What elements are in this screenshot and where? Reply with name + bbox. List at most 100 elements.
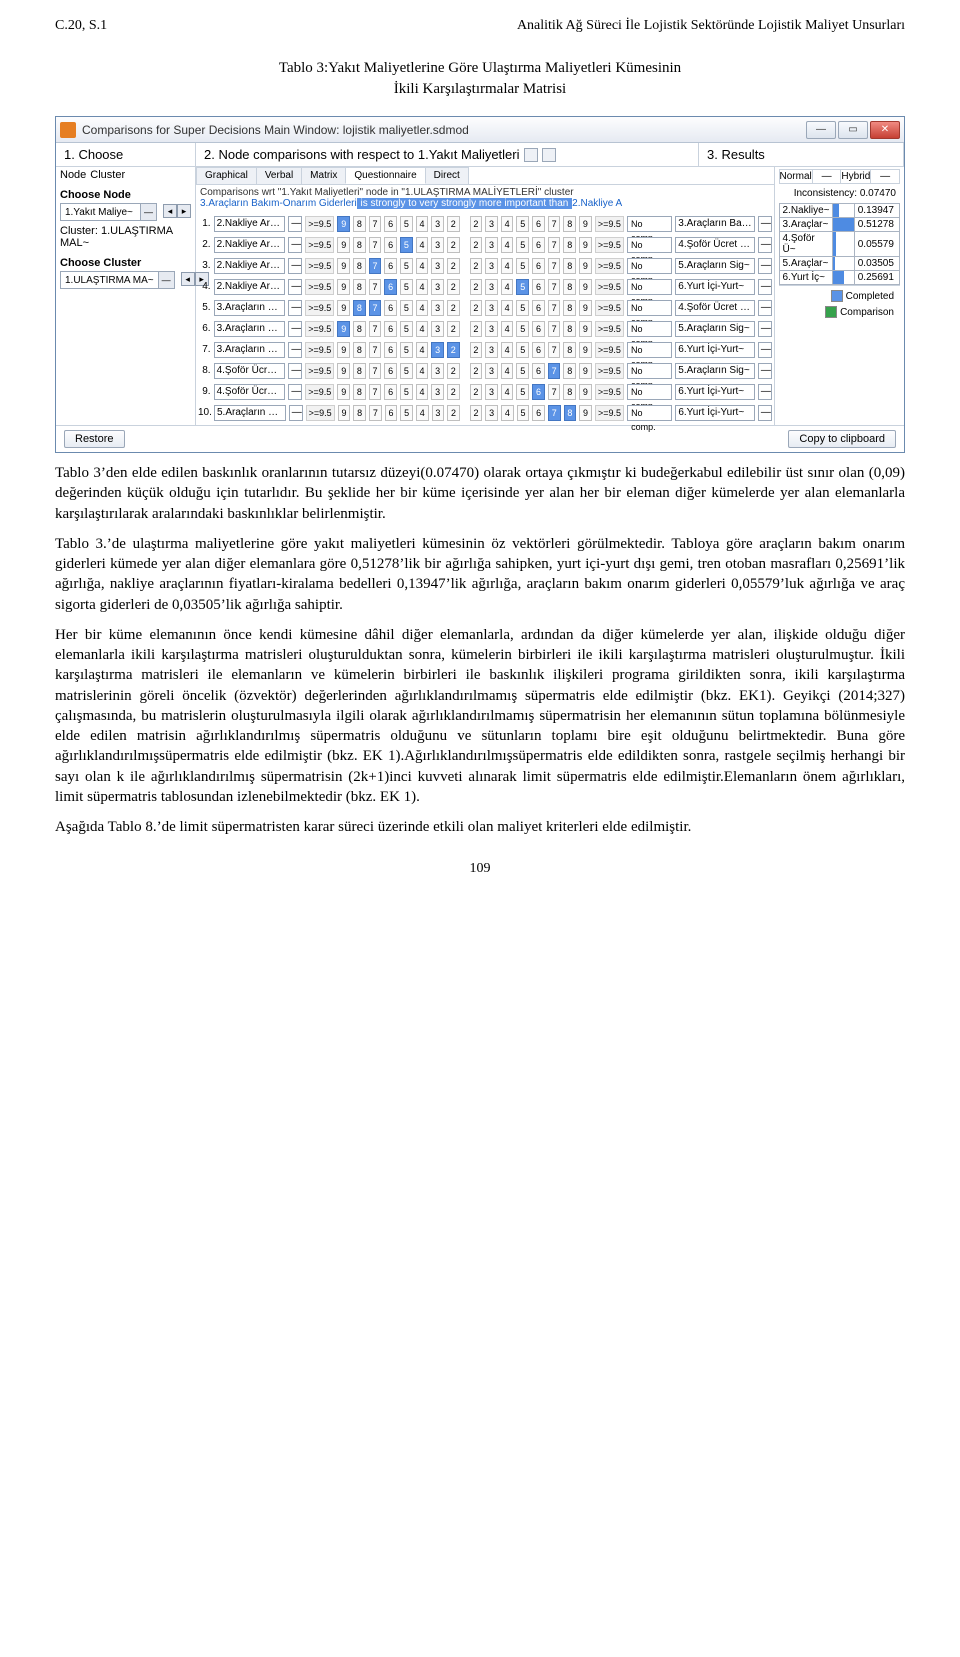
scale-cell[interactable]: 6 — [384, 342, 397, 358]
scale-cell[interactable]: 5 — [516, 321, 529, 337]
scale-cell[interactable]: 4 — [501, 405, 514, 421]
row-toggle[interactable]: — — [758, 363, 772, 379]
scale-cell[interactable]: 6 — [532, 258, 545, 274]
scale-cell[interactable]: 7 — [548, 342, 561, 358]
row-right-node[interactable]: 4.Şoför Ücret G~ — [675, 237, 755, 253]
scale-end-left[interactable]: >=9.5 — [305, 216, 334, 232]
scale-end-left[interactable]: >=9.5 — [305, 342, 334, 358]
node-next-button[interactable]: ▸ — [177, 204, 191, 218]
scale-cell[interactable]: 3 — [485, 321, 498, 337]
row-toggle[interactable]: — — [758, 216, 772, 232]
row-toggle[interactable]: — — [288, 363, 302, 379]
result-mode-handle[interactable]: — — [812, 170, 841, 183]
no-comp-button[interactable]: No comp. — [627, 300, 672, 316]
scale-cell[interactable]: 5 — [400, 363, 413, 379]
maximize-button[interactable]: ▭ — [838, 121, 868, 139]
row-right-node[interactable]: 5.Araçların Sig~ — [675, 321, 755, 337]
row-left-node[interactable]: 2.Nakliye Araçl~ — [214, 237, 286, 253]
scale-cell[interactable]: 9 — [337, 321, 350, 337]
scale-end-left[interactable]: >=9.5 — [305, 321, 334, 337]
scale-cell[interactable]: 6 — [384, 216, 397, 232]
scale-cell[interactable]: 8 — [563, 321, 576, 337]
scale-cell[interactable]: 7 — [548, 279, 561, 295]
scale-cell[interactable]: 2 — [447, 384, 460, 400]
scale-cell[interactable]: 4 — [416, 216, 429, 232]
scale-end-right[interactable]: >=9.5 — [595, 342, 624, 358]
scale-cell[interactable]: 5 — [400, 405, 413, 421]
scale-cell[interactable]: 8 — [353, 405, 366, 421]
scale-cell[interactable]: 7 — [369, 342, 382, 358]
scale-cell[interactable]: 7 — [369, 300, 382, 316]
result-mode-normal[interactable]: Normal — [780, 170, 812, 183]
scale-cell[interactable]: 3 — [485, 258, 498, 274]
scale-cell[interactable]: 2 — [470, 237, 483, 253]
scale-cell[interactable]: 2 — [470, 258, 483, 274]
scale-cell[interactable]: 2 — [470, 363, 483, 379]
scale-cell[interactable]: 8 — [563, 384, 576, 400]
scale-cell[interactable]: 2 — [470, 384, 483, 400]
scale-cell[interactable]: 3 — [485, 279, 498, 295]
row-toggle[interactable]: — — [758, 279, 772, 295]
scale-cell[interactable]: 2 — [447, 258, 460, 274]
scale-cell[interactable]: 5 — [516, 363, 529, 379]
node-prev-button[interactable]: ◂ — [163, 204, 177, 218]
scale-cell[interactable]: 8 — [564, 405, 577, 421]
scale-cell[interactable]: 8 — [353, 363, 366, 379]
scale-cell[interactable]: 8 — [353, 300, 366, 316]
chevron-down-icon[interactable]: — — [158, 272, 174, 288]
scale-end-left[interactable]: >=9.5 — [305, 279, 334, 295]
tab-verbal[interactable]: Verbal — [256, 167, 302, 184]
scale-cell[interactable]: 4 — [416, 258, 429, 274]
scale-cell[interactable]: 2 — [447, 279, 460, 295]
scale-cell[interactable]: 9 — [579, 405, 592, 421]
scale-cell[interactable]: 5 — [400, 237, 413, 253]
scale-end-left[interactable]: >=9.5 — [305, 384, 334, 400]
scale-cell[interactable]: 4 — [416, 237, 429, 253]
scale-cell[interactable]: 9 — [579, 258, 592, 274]
scale-cell[interactable]: 3 — [485, 237, 498, 253]
scale-cell[interactable]: 9 — [337, 279, 350, 295]
tab-matrix[interactable]: Matrix — [301, 167, 346, 184]
scale-cell[interactable]: 4 — [501, 300, 514, 316]
scale-cell[interactable]: 9 — [337, 258, 350, 274]
scale-cell[interactable]: 5 — [516, 279, 529, 295]
scale-cell[interactable]: 7 — [548, 237, 561, 253]
scale-cell[interactable]: 8 — [563, 237, 576, 253]
scale-cell[interactable]: 4 — [501, 342, 514, 358]
scale-cell[interactable]: 3 — [431, 342, 444, 358]
scale-cell[interactable]: 7 — [548, 216, 561, 232]
scale-end-right[interactable]: >=9.5 — [595, 216, 624, 232]
scale-cell[interactable]: 6 — [384, 300, 397, 316]
scale-cell[interactable]: 6 — [532, 384, 545, 400]
scale-cell[interactable]: 8 — [563, 300, 576, 316]
scale-end-right[interactable]: >=9.5 — [595, 258, 624, 274]
row-toggle[interactable]: — — [758, 258, 772, 274]
scale-cell[interactable]: 5 — [516, 258, 529, 274]
cluster-prev-button[interactable]: ◂ — [181, 272, 195, 286]
scale-cell[interactable]: 8 — [563, 363, 576, 379]
row-toggle[interactable]: — — [758, 342, 772, 358]
row-left-node[interactable]: 2.Nakliye Araçl~ — [214, 279, 286, 295]
scale-cell[interactable]: 5 — [400, 279, 413, 295]
scale-cell[interactable]: 3 — [485, 363, 498, 379]
scale-cell[interactable]: 4 — [416, 279, 429, 295]
scale-cell[interactable]: 7 — [548, 300, 561, 316]
scale-cell[interactable]: 8 — [353, 258, 366, 274]
scale-cell[interactable]: 6 — [385, 405, 398, 421]
result-mode-handle[interactable]: — — [870, 170, 899, 183]
row-toggle[interactable]: — — [758, 405, 772, 421]
scale-end-right[interactable]: >=9.5 — [595, 237, 624, 253]
scale-cell[interactable]: 8 — [353, 321, 366, 337]
scale-cell[interactable]: 5 — [516, 237, 529, 253]
scale-cell[interactable]: 6 — [384, 279, 397, 295]
scale-cell[interactable]: 4 — [416, 405, 429, 421]
no-comp-button[interactable]: No comp. — [627, 216, 672, 232]
scale-cell[interactable]: 6 — [384, 237, 397, 253]
scale-cell[interactable]: 7 — [369, 279, 382, 295]
row-toggle[interactable]: — — [288, 384, 302, 400]
row-right-node[interactable]: 6.Yurt İçi-Yurt~ — [675, 279, 755, 295]
scale-end-right[interactable]: >=9.5 — [595, 279, 624, 295]
scale-cell[interactable]: 5 — [400, 321, 413, 337]
chevron-down-icon[interactable]: — — [140, 204, 156, 220]
scale-cell[interactable]: 2 — [470, 342, 483, 358]
